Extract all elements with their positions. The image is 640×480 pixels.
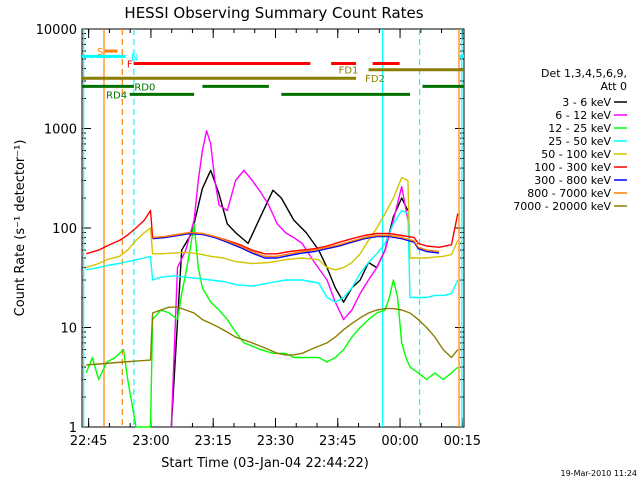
footer-timestamp: 19-Mar-2010 11:24 xyxy=(561,469,638,478)
legend-entry-label: 800 - 7000 keV xyxy=(527,187,611,200)
series-line xyxy=(170,169,409,428)
series-line xyxy=(85,176,459,271)
y-tick-label: 1 xyxy=(69,421,77,436)
series-line xyxy=(86,209,459,303)
legend-entry-label: 6 - 12 keV xyxy=(555,109,611,122)
state-bar-label: S xyxy=(97,47,103,58)
legend-entry-label: 300 - 800 keV xyxy=(534,174,611,187)
x-tick-label: 23:30 xyxy=(257,434,294,449)
state-bar-label: N xyxy=(131,52,138,63)
series-line xyxy=(152,231,440,257)
series-line xyxy=(85,223,459,428)
legend-header: Det 1,3,4,5,6,9, xyxy=(541,67,627,80)
series-lines xyxy=(85,129,459,428)
y-axis-label: Count Rate (s⁻¹ detector⁻¹) xyxy=(13,140,28,317)
y-tick-label: 1000 xyxy=(44,123,77,138)
y-tick-label: 100 xyxy=(52,222,77,237)
series-line xyxy=(85,209,459,255)
x-tick-label: 23:00 xyxy=(132,434,169,449)
legend-entry-label: 7000 - 20000 keV xyxy=(513,200,611,213)
legend-entry-label: 25 - 50 keV xyxy=(548,135,611,148)
series-line xyxy=(170,129,409,428)
x-tick-label: 00:15 xyxy=(444,434,481,449)
chart-title: HESSI Observing Summary Count Rates xyxy=(124,4,423,22)
legend-entry-label: 100 - 300 keV xyxy=(534,161,611,174)
y-tick-label: 10 xyxy=(60,322,77,337)
legend-entry-label: 50 - 100 keV xyxy=(541,148,611,161)
legend-entry-label: 12 - 25 keV xyxy=(548,122,611,135)
state-bars: S NF FD1 FD2 RD0 RD4 xyxy=(82,47,464,101)
state-bar-label: RD4 xyxy=(106,90,127,101)
state-bar-label: RD0 xyxy=(134,82,155,93)
series-line xyxy=(86,306,459,366)
x-tick-label: 23:15 xyxy=(194,434,231,449)
y-tick-label: 10000 xyxy=(36,23,77,38)
x-tick-label: 23:45 xyxy=(319,434,356,449)
x-tick-label: 22:45 xyxy=(70,434,107,449)
series-line xyxy=(152,232,440,259)
x-tick-label: 00:00 xyxy=(381,434,418,449)
state-bar-label: FD1 xyxy=(339,66,359,77)
state-bar-label: F xyxy=(127,60,133,71)
state-bar-label: FD2 xyxy=(365,74,385,85)
legend-header: Att 0 xyxy=(601,80,627,93)
legend-entry-label: 3 - 6 keV xyxy=(562,96,611,109)
x-axis-label: Start Time (03-Jan-04 22:44:22) xyxy=(161,456,369,471)
x-axis-ticks: 22:45 23:00 23:15 23:30 23:45 00:00 00:15 xyxy=(70,29,481,449)
